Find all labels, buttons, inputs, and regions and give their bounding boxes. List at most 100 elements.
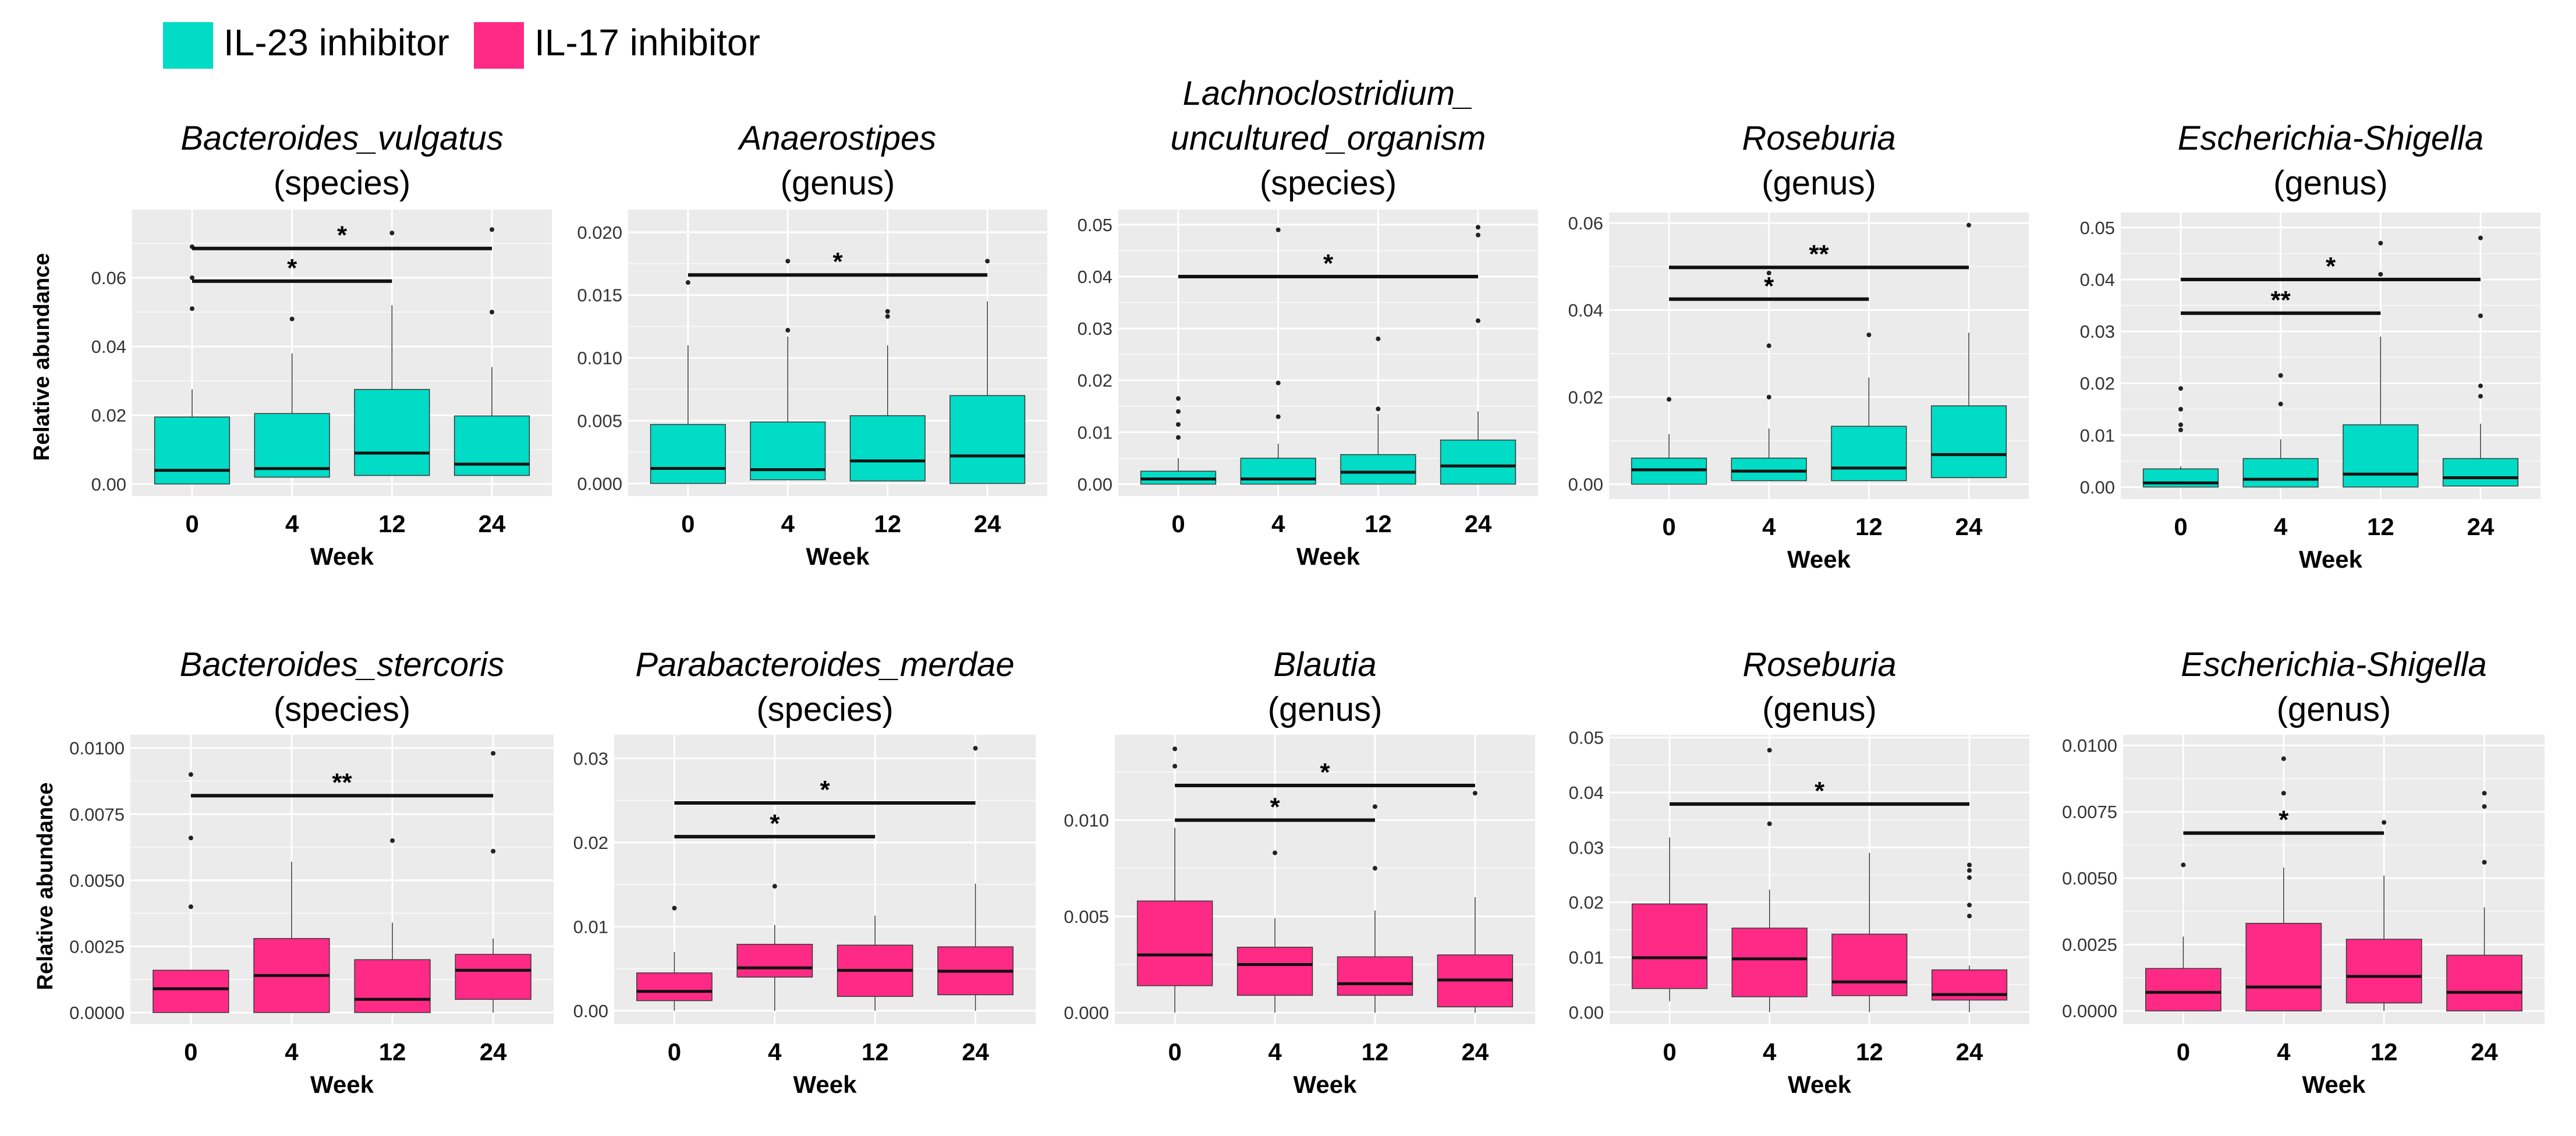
outlier-point	[985, 259, 990, 264]
x-tick-label: 4	[2277, 1038, 2291, 1066]
box-week-24	[1930, 405, 2007, 479]
outlier-point	[785, 259, 791, 264]
x-tick-label: 12	[1362, 1038, 1389, 1066]
outlier-point	[1667, 397, 1671, 402]
x-tick-label: 12	[1855, 513, 1883, 540]
panel-1: 0.00 0.02 0.04 0.06 0 4 12 24 * * Bacteroides_vulg…	[91, 119, 552, 570]
y-tick-label: 0.00	[1569, 1002, 1604, 1022]
x-tick-label: 0	[1168, 1038, 1181, 1066]
outlier-point	[1176, 422, 1181, 427]
outlier-point	[2478, 383, 2483, 388]
box-week-4	[1731, 457, 1807, 482]
outlier-point	[1967, 914, 1972, 919]
significance-label: *	[832, 247, 843, 276]
box-week-12	[354, 389, 430, 476]
y-tick-label: 0.04	[1078, 267, 1112, 287]
outlier-point	[188, 904, 193, 909]
outlier-point	[2378, 240, 2383, 246]
box-week-0	[153, 969, 229, 1013]
x-tick-label: 12	[1365, 510, 1392, 537]
panel-4: 0.000.020.040.060 4 12 24***Roseburia(genus…	[1568, 119, 2029, 573]
y-tick-label: 0.0050	[2062, 868, 2117, 889]
y-tick-label: 0.000	[577, 473, 622, 494]
panel-title-line: Blautia	[1273, 646, 1376, 684]
significance-label: *	[820, 776, 830, 804]
y-tick-label: 0.0025	[2062, 935, 2117, 955]
panel-10: 0.0000 0.0025 0.0050 0.0075 0.0100 0 4 12 24 * Esc…	[2062, 646, 2545, 1098]
panel-9: 0.00 0.01 0.02 0.03 0.04 0.05 0 4 12 24 * Roseburia…	[1569, 646, 2029, 1098]
outlier-point	[1176, 396, 1181, 401]
outlier-point	[289, 316, 295, 321]
x-tick-label: 24	[1956, 1038, 1983, 1066]
outlier-point	[1967, 903, 1972, 908]
outlier-point	[1172, 763, 1178, 769]
outlier-point	[188, 772, 193, 777]
significance-label: *	[1815, 777, 1825, 805]
outlier-point	[772, 884, 777, 889]
outlier-point	[1372, 804, 1377, 809]
outlier-point	[1767, 748, 1772, 753]
outlier-point	[1766, 279, 1771, 284]
outlier-point	[2382, 820, 2387, 825]
panel-title-line: Lachnoclostridium_	[1183, 75, 1474, 112]
y-axis-label: Relative abundance	[33, 783, 58, 990]
outlier-point	[1472, 791, 1477, 796]
outlier-point	[389, 231, 395, 236]
outlier-point	[1376, 406, 1381, 412]
x-axis-label: Week	[2299, 546, 2363, 573]
outlier-point	[491, 751, 496, 756]
y-tick-label: 0.01	[573, 916, 608, 937]
panel-title-line: Bacteroides_vulgatus	[180, 119, 504, 157]
outlier-point	[1275, 414, 1281, 419]
outlier-point	[685, 280, 690, 285]
significance-label: *	[287, 254, 297, 282]
x-tick-label: 0	[184, 1038, 197, 1066]
outlier-point	[1476, 318, 1480, 323]
y-tick-label: 0.00	[2080, 477, 2115, 498]
significance-label: *	[337, 221, 348, 250]
significance-label: *	[1320, 758, 1330, 787]
x-tick-label: 12	[862, 1038, 889, 1066]
x-tick-label: 12	[378, 510, 406, 537]
y-tick-label: 0.04	[91, 337, 126, 357]
box-week-4	[254, 413, 330, 478]
y-tick-label: 0.06	[91, 268, 126, 288]
y-tick-label: 0.005	[577, 411, 622, 431]
x-axis-label: Week	[793, 1071, 858, 1098]
outlier-point	[785, 328, 791, 333]
x-tick-label: 0	[1663, 1038, 1676, 1066]
x-axis-label: Week	[1787, 546, 1851, 573]
y-tick-label: 0.0025	[69, 936, 125, 957]
y-tick-label: 0.0075	[2062, 802, 2117, 822]
panel-title-line: (species)	[274, 691, 410, 728]
y-tick-label: 0.000	[1064, 1003, 1109, 1023]
box-week-12	[1831, 933, 1908, 996]
panel-title-line: (genus)	[1762, 691, 1877, 728]
box-week-0	[154, 416, 231, 485]
outlier-point	[885, 314, 890, 319]
panel-5: 0.000.010.020.030.040.050 4 12 24***Escheri…	[2080, 119, 2540, 573]
x-tick-label: 12	[2371, 1038, 2398, 1066]
outlier-point	[2281, 756, 2286, 762]
y-tick-label: 0.01	[1569, 947, 1604, 968]
box-week-4	[2245, 922, 2322, 1011]
outlier-point	[190, 306, 194, 312]
box-week-24	[2442, 458, 2519, 487]
panel-title-line: Roseburia	[1742, 646, 1896, 684]
outlier-point	[1766, 270, 1771, 275]
significance-label: *	[770, 809, 780, 838]
x-axis-label: Week	[1788, 1071, 1852, 1098]
y-tick-label: 0.05	[1569, 728, 1604, 748]
legend-label-il17: IL-17 inhibitor	[534, 22, 760, 63]
x-tick-label: 4	[2274, 513, 2288, 540]
panel-title-line: (species)	[756, 691, 893, 728]
outlier-point	[1372, 866, 1377, 871]
y-tick-label: 0.020	[577, 222, 622, 243]
x-tick-label: 4	[1762, 513, 1776, 540]
x-tick-label: 4	[285, 510, 299, 537]
outlier-point	[672, 905, 677, 911]
outlier-point	[190, 275, 194, 280]
y-tick-label: 0.0050	[69, 870, 125, 891]
y-tick-label: 0.04	[1568, 300, 1603, 320]
